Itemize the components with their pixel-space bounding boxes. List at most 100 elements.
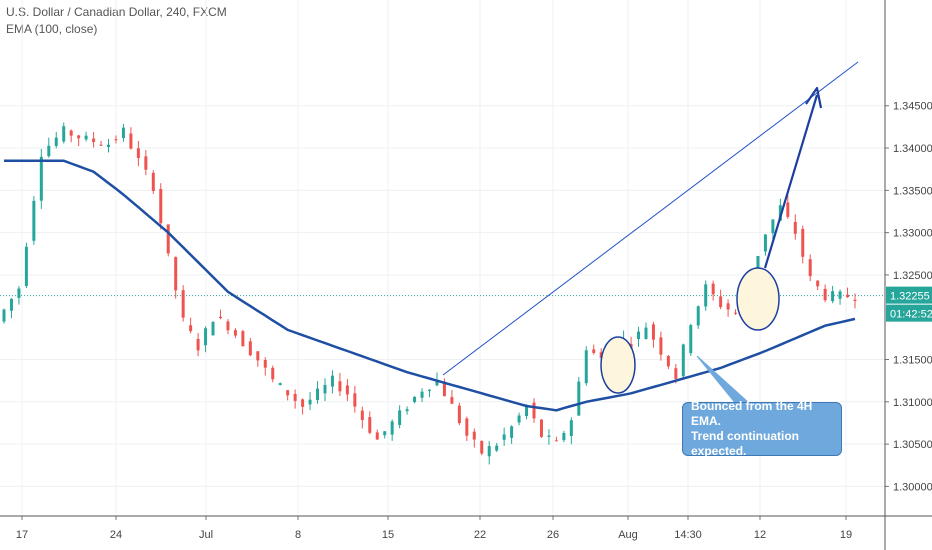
candle-body — [121, 127, 125, 139]
candle-body — [17, 288, 21, 298]
candle-body — [368, 417, 372, 433]
candle-body — [592, 349, 596, 353]
candle-body — [413, 396, 417, 403]
candle-body — [114, 139, 118, 141]
callout-pointer — [696, 355, 750, 405]
price-badge — [886, 286, 932, 304]
candle-body — [278, 383, 282, 385]
y-tick-label: 1.33500 — [893, 185, 932, 197]
timer-badge — [886, 304, 932, 322]
candle-body — [831, 291, 835, 302]
candle-body — [92, 138, 96, 142]
candle-body — [532, 402, 536, 419]
candle-body — [271, 367, 275, 380]
candle-body — [248, 341, 252, 356]
candle-body — [577, 381, 581, 416]
candle-body — [398, 410, 402, 425]
candle-body — [420, 391, 424, 398]
candle-body — [450, 397, 454, 404]
ema-100-curve — [4, 159, 856, 412]
candle-body — [734, 312, 738, 314]
candle-body — [323, 384, 327, 394]
candle-body — [816, 280, 820, 287]
candle-body — [233, 330, 237, 336]
candle-body — [569, 420, 573, 436]
candle-body — [204, 328, 208, 346]
candle-body — [316, 388, 320, 401]
y-tick-label: 1.34000 — [893, 143, 932, 155]
candle-body — [196, 338, 200, 351]
indicator-label: EMA (100, close) — [6, 22, 98, 36]
candle-body — [2, 309, 6, 322]
candle-body — [554, 440, 558, 442]
candle-body — [465, 418, 469, 436]
y-tick-label: 1.32500 — [893, 270, 932, 282]
candle-body — [651, 324, 655, 340]
x-tick-label: 26 — [547, 529, 559, 541]
candle-body — [77, 135, 81, 139]
x-tick-label: 12 — [754, 529, 766, 541]
candle-body — [218, 316, 222, 319]
candle-body — [166, 224, 170, 254]
candle-body — [584, 350, 588, 384]
candle-body — [517, 415, 521, 423]
candle-body — [853, 299, 857, 302]
candle-body — [293, 393, 297, 401]
candle-body — [480, 441, 484, 454]
x-tick-label: Aug — [618, 529, 638, 541]
candle-body — [510, 426, 514, 438]
candle-body — [681, 344, 685, 377]
candle-body — [69, 130, 73, 136]
candle-body — [189, 325, 193, 332]
candle-body — [301, 399, 305, 407]
candle-body — [136, 148, 140, 159]
candle-body — [211, 321, 215, 336]
candle-body — [54, 137, 58, 147]
candle-body — [704, 284, 708, 307]
y-tick-label: 1.31500 — [893, 355, 932, 367]
candle-body — [472, 431, 476, 440]
candle-body — [838, 291, 842, 299]
candle-body — [174, 257, 178, 291]
candle-body — [330, 375, 334, 387]
y-tick-label: 1.34500 — [893, 101, 932, 113]
candle-body — [659, 337, 663, 355]
candle-body — [719, 296, 723, 308]
candle-body — [62, 126, 66, 142]
candle-body — [539, 419, 543, 437]
candle-body — [24, 246, 28, 287]
candle-body — [599, 352, 603, 358]
candle-body — [39, 156, 43, 201]
candle-body — [457, 405, 461, 424]
annotation-line-1: Bounced from the 4H EMA. — [691, 399, 813, 428]
x-tick-label: 22 — [474, 529, 486, 541]
candle-body — [144, 156, 148, 170]
candle-body — [778, 205, 782, 221]
candle-body — [495, 445, 499, 451]
y-tick-label: 1.33000 — [893, 228, 932, 240]
candle-body — [823, 288, 827, 301]
x-tick-label: 14:30 — [674, 529, 702, 541]
candle-body — [644, 327, 648, 340]
candle-body — [360, 410, 364, 421]
y-tick-label: 1.30500 — [893, 439, 932, 451]
projection-arrow-head — [805, 86, 823, 109]
trend-line — [442, 61, 859, 376]
candle-body — [435, 380, 439, 386]
candle-body — [241, 331, 245, 347]
candle-body — [405, 409, 409, 412]
annotation-line-2: Trend continuation expected. — [691, 429, 799, 458]
candle-body — [801, 228, 805, 257]
candle-body — [107, 144, 111, 147]
x-tick-label: 8 — [295, 529, 301, 541]
timer-badge-text: 01:42:52 — [890, 309, 932, 321]
candle-body — [428, 389, 431, 391]
candle-body — [47, 145, 51, 157]
candlestick-series — [2, 122, 857, 465]
candle-body — [32, 200, 36, 241]
x-tick-label: Jul — [199, 529, 213, 541]
candle-body — [487, 446, 491, 457]
candle-body — [674, 368, 678, 379]
